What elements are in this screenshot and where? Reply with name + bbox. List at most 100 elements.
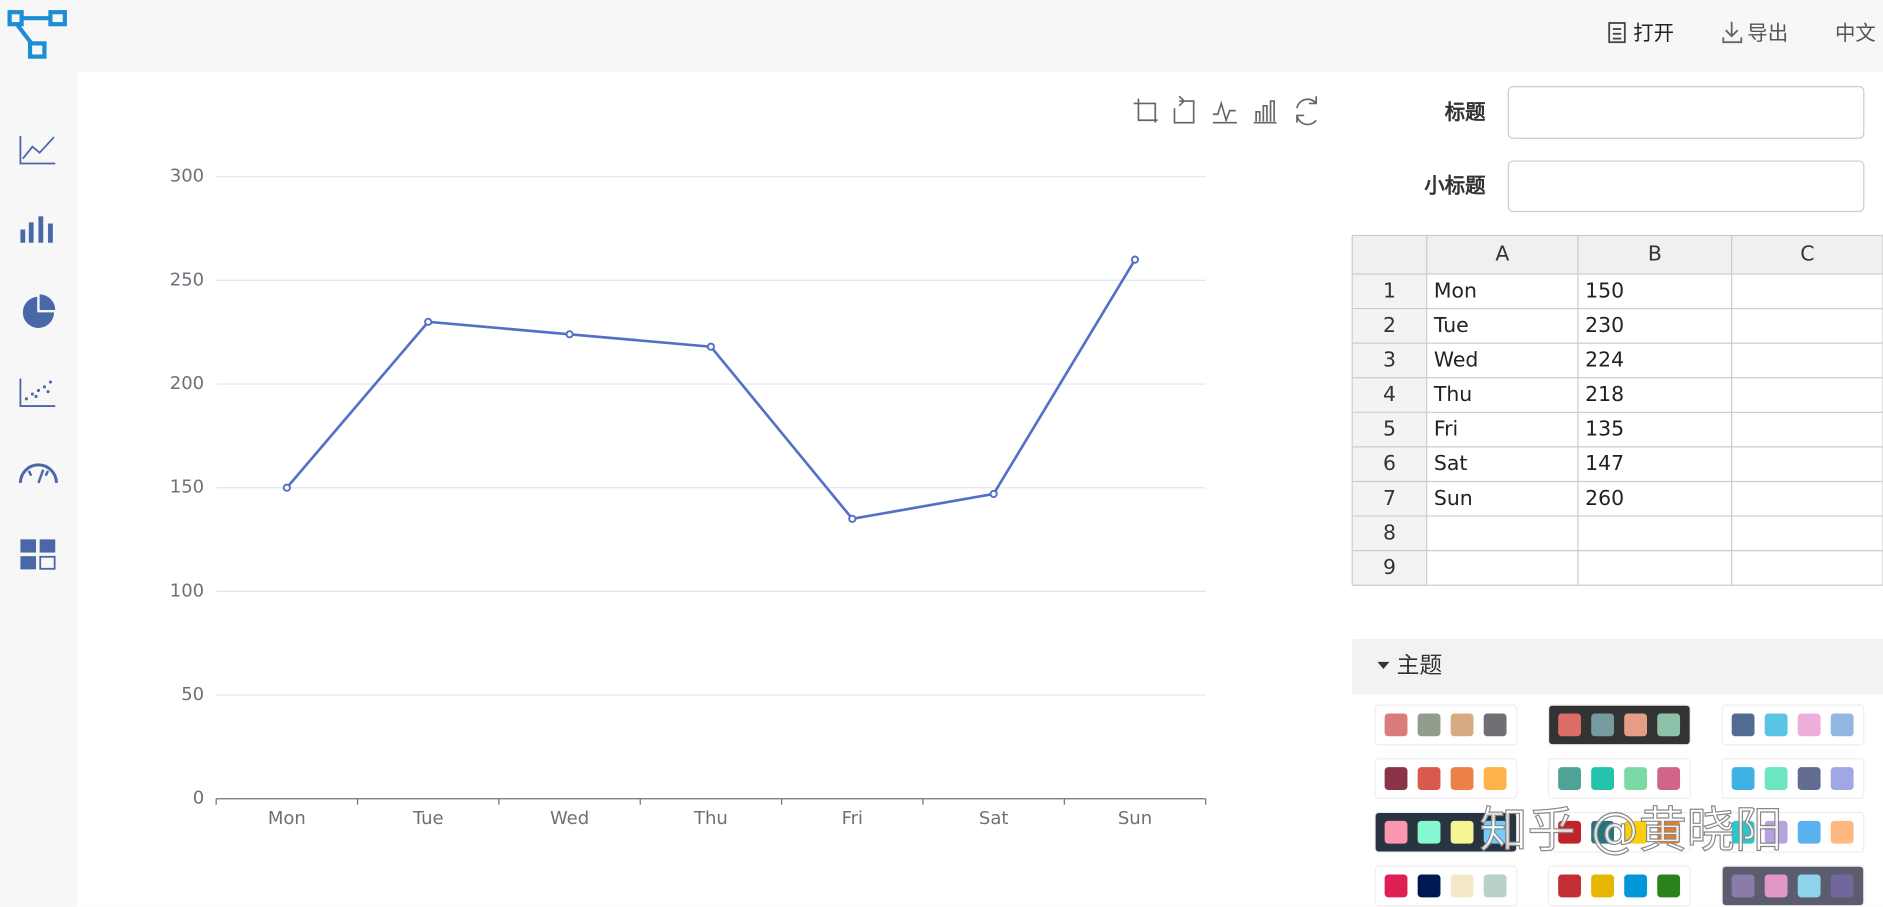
theme-swatch[interactable] [1721,758,1865,799]
theme-color [1830,713,1854,737]
theme-color [1558,820,1581,844]
theme-color [1764,767,1788,790]
theme-color [1483,874,1507,898]
sidebar-icons[interactable] [18,135,58,570]
menu-item[interactable]: 中文 [1835,21,1876,45]
theme-color [1384,820,1408,844]
theme-color [1624,820,1648,844]
theme-color [1483,820,1507,844]
menu-item[interactable]: 导出 [1747,21,1788,45]
theme-color [1797,713,1821,737]
theme-swatch[interactable] [1374,811,1518,853]
column-header: C [1800,242,1814,266]
theme-color [1797,820,1821,844]
theme-color [1624,874,1648,898]
title-input[interactable] [1507,86,1865,139]
watermark: 知乎 @黄晓阳 [1480,803,1783,859]
form-label: 标题 [1445,100,1486,124]
x-tick-label: Sun [1118,808,1152,829]
table-cell[interactable]: 224 [1585,347,1624,371]
theme-swatch[interactable] [1547,758,1691,799]
theme-color [1417,767,1441,790]
form-label: 小标题 [1424,173,1486,197]
theme-swatch[interactable] [1547,865,1691,907]
theme-swatch[interactable] [1374,865,1518,907]
theme-color [1483,713,1507,737]
table-cell[interactable]: Tue [1433,313,1469,337]
theme-swatch[interactable] [1547,811,1691,853]
theme-color [1384,874,1408,898]
row-number: 5 [1383,417,1396,441]
logo[interactable] [7,10,67,59]
data-point [565,330,574,339]
theme-color [1591,713,1614,737]
theme-swatch[interactable] [1721,704,1865,746]
table-cell[interactable]: 218 [1585,382,1624,406]
row-number: 1 [1383,278,1396,302]
theme-header[interactable] [1352,639,1883,695]
column-header: A [1495,242,1509,266]
table-cell[interactable]: 260 [1585,486,1624,510]
table-cell[interactable]: 230 [1585,313,1624,337]
x-tick-label: Thu [693,808,728,829]
y-tick-label: 150 [170,477,204,498]
chart-toolbox[interactable] [1133,95,1318,126]
theme-color [1764,713,1788,737]
x-tick-label: Wed [550,808,589,829]
theme-color [1417,713,1441,737]
theme-swatch[interactable] [1374,704,1518,746]
menu-icons[interactable] [1608,21,1743,44]
row-number: 7 [1383,486,1396,510]
y-tick-label: 250 [170,269,204,290]
row-number: 4 [1383,382,1396,406]
theme-color [1450,874,1474,898]
theme-color [1830,874,1854,898]
theme-color [1797,767,1821,790]
y-tick-label: 200 [170,373,204,394]
table-cell[interactable]: Mon [1434,278,1477,302]
theme-color [1417,874,1441,898]
theme-color [1558,713,1581,737]
theme-color [1764,820,1788,844]
table-cell[interactable]: Wed [1434,347,1479,371]
table-cell[interactable]: 135 [1585,417,1624,441]
theme-color [1731,820,1755,844]
data-point [1130,255,1140,264]
theme-swatch[interactable] [1721,865,1865,907]
menu-item[interactable]: 打开 [1633,21,1674,45]
x-tick-label: Fri [842,808,863,829]
theme-color [1731,713,1755,737]
theme-color [1830,767,1854,790]
theme-color [1657,874,1681,898]
theme-color [1830,820,1854,844]
theme-color [1483,767,1507,790]
theme-color [1450,713,1474,737]
table-cell[interactable]: 150 [1585,278,1624,302]
row-number: 6 [1383,451,1396,475]
data-point [989,489,998,499]
theme-color [1558,874,1581,898]
theme-title: 主题 [1397,653,1443,679]
y-tick-label: 100 [170,580,204,601]
table-cell[interactable]: Fri [1434,417,1458,441]
theme-color [1591,874,1614,898]
column-header: B [1648,242,1662,266]
subtitle-input[interactable] [1507,160,1865,213]
table-cell[interactable]: Sun [1434,486,1473,510]
data-point [706,342,716,351]
row-number: 2 [1383,313,1396,337]
data-point [424,317,433,326]
theme-swatch[interactable] [1374,758,1518,799]
table-cell[interactable]: Thu [1433,382,1472,406]
table-cell[interactable]: 147 [1585,451,1624,475]
theme-color [1657,713,1681,737]
theme-color [1657,820,1681,844]
table-cell[interactable]: Sat [1434,451,1467,475]
theme-color [1624,713,1648,737]
theme-swatch[interactable] [1721,811,1865,853]
theme-color [1731,874,1755,898]
theme-swatch[interactable] [1547,704,1691,746]
theme-color [1384,713,1408,737]
